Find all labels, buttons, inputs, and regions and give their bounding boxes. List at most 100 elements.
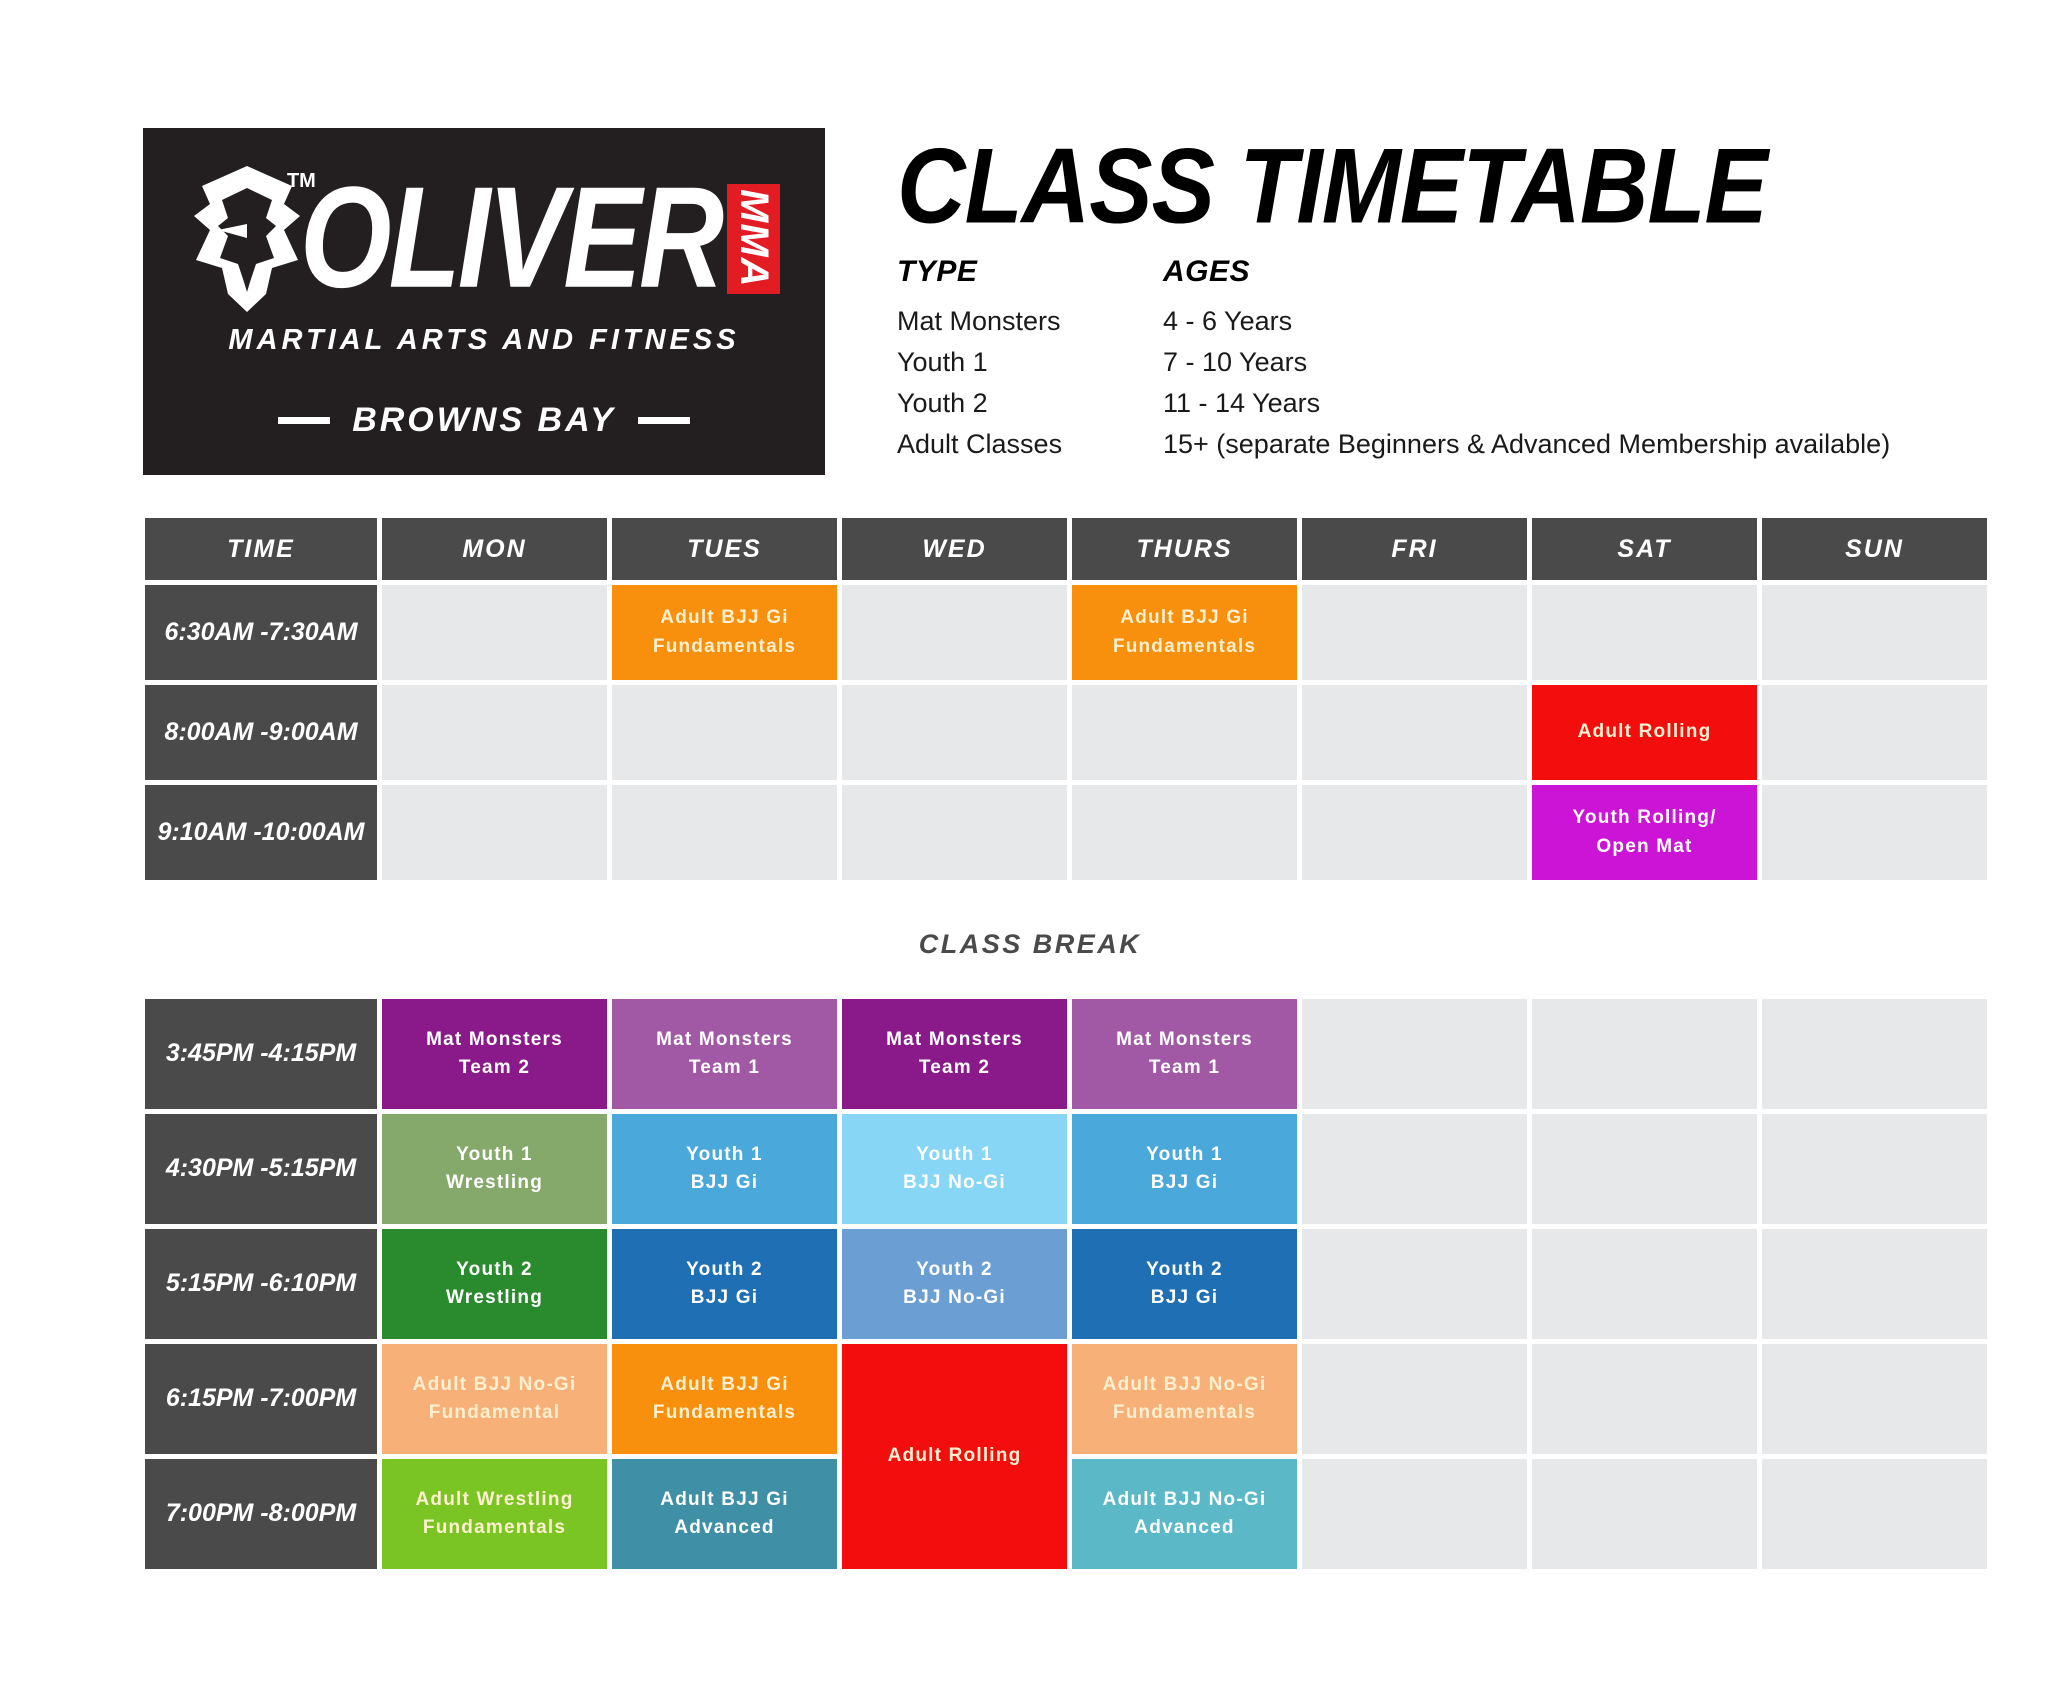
time-slot-label: 6:15PM -7:00PM: [145, 1344, 377, 1454]
class-slot[interactable]: Youth 2 BJJ Gi: [1072, 1229, 1297, 1339]
column-header-sun: SUN: [1762, 518, 1987, 580]
time-slot-label: 8:00AM -9:00AM: [145, 685, 377, 780]
table-row: 6:15PM -7:00PM Adult BJJ No-Gi Fundamental…: [145, 1344, 1987, 1569]
column-header-fri: FRI: [1302, 518, 1527, 580]
class-slot[interactable]: Adult BJJ Gi Advanced: [612, 1459, 837, 1569]
empty-slot: [1302, 1459, 1527, 1569]
empty-slot: [1762, 1114, 1987, 1224]
empty-slot: [1762, 1344, 1987, 1454]
table-row: 5:15PM -6:10PM Youth 2 Wrestling Youth 2 BJJ…: [145, 1229, 1987, 1339]
time-slot-label: 5:15PM -6:10PM: [145, 1229, 377, 1339]
empty-slot: [1532, 1114, 1757, 1224]
legend-type-heading: TYPE: [897, 255, 978, 288]
legend-type-2: Youth 2: [897, 388, 988, 419]
class-slot[interactable]: Adult BJJ No-Gi Fundamentals: [1072, 1344, 1297, 1454]
class-slot[interactable]: Youth 1 BJJ Gi: [1072, 1114, 1297, 1224]
empty-slot: [1532, 1459, 1757, 1569]
empty-slot: [1762, 1459, 1987, 1569]
brand-logo: TM OLIVER MMA MARTIAL ARTS AND FITNESS B…: [143, 128, 825, 475]
empty-slot: [1302, 999, 1527, 1109]
class-slot[interactable]: Youth 1 Wrestling: [382, 1114, 607, 1224]
class-slot[interactable]: Youth 2 BJJ Gi: [612, 1229, 837, 1339]
class-slot[interactable]: Youth 2 Wrestling: [382, 1229, 607, 1339]
brand-tagline: MARTIAL ARTS AND FITNESS: [228, 323, 740, 356]
legend-ages-1: 7 - 10 Years: [1163, 347, 1308, 378]
class-slot[interactable]: Adult Rolling: [842, 1344, 1067, 1569]
legend-type-0: Mat Monsters: [897, 306, 1061, 336]
page-title: CLASS TIMETABLE: [897, 127, 1768, 246]
class-break-label: CLASS BREAK: [918, 929, 1142, 959]
empty-slot: [612, 685, 837, 780]
trademark-symbol: TM: [286, 169, 316, 192]
class-slot[interactable]: Youth 1 BJJ No-Gi: [842, 1114, 1067, 1224]
empty-slot: [612, 785, 837, 880]
empty-slot: [1762, 999, 1987, 1109]
empty-slot: [1302, 585, 1527, 680]
class-slot[interactable]: Adult BJJ No-Gi Advanced: [1072, 1459, 1297, 1569]
empty-slot: [1532, 999, 1757, 1109]
empty-slot: [1302, 685, 1527, 780]
legend-ages-2: 11 - 14 Years: [1163, 388, 1321, 419]
class-slot[interactable]: Mat Monsters Team 2: [842, 999, 1067, 1109]
divider-left: [278, 416, 331, 424]
legend-ages-column: AGES 4 - 6 Years 7 - 10 Years 11 - 14 Year…: [1163, 255, 1890, 465]
empty-slot: [382, 585, 607, 680]
table-row: 9:10AM -10:00AM Youth Rolling/Open Mat: [145, 785, 1987, 880]
table-header-row: TIME MON TUES WED THURS FRI SAT SUN: [145, 518, 1987, 580]
legend-ages-heading: AGES: [1163, 255, 1251, 288]
empty-slot: [1532, 1229, 1757, 1339]
class-slot[interactable]: Adult Wrestling Fundamentals: [382, 1459, 607, 1569]
class-slot[interactable]: Youth 1 BJJ Gi: [612, 1114, 837, 1224]
page-header: TM OLIVER MMA MARTIAL ARTS AND FITNESS B…: [0, 0, 2048, 475]
time-slot-label: 7:00PM -8:00PM: [145, 1459, 377, 1569]
mma-badge: MMA: [727, 183, 781, 294]
class-slot[interactable]: Mat Monsters Team 1: [1072, 999, 1297, 1109]
branch-name: BROWNS BAY: [352, 400, 616, 439]
column-header-wed: WED: [842, 518, 1067, 580]
class-slot[interactable]: Mat Monsters Team 2: [382, 999, 607, 1109]
header-text-block: CLASS TIMETABLE TYPE Mat Monsters Youth 1…: [897, 128, 1890, 465]
afternoon-schedule-table: 3:45PM -4:15PM Mat Monsters Team 2 Mat Mons…: [140, 994, 1992, 1574]
empty-slot: [382, 685, 607, 780]
legend-ages-3: 15+ (separate Beginners & Advanced Membe…: [1163, 429, 1891, 460]
class-slot[interactable]: Youth 2 BJJ No-Gi: [842, 1229, 1067, 1339]
class-slot[interactable]: Mat Monsters Team 1: [612, 999, 837, 1109]
legend-type-3: Adult Classes: [897, 429, 1063, 460]
time-slot-label: 4:30PM -5:15PM: [145, 1114, 377, 1224]
legend-ages-0: 4 - 6 Years: [1163, 306, 1293, 336]
column-header-thurs: THURS: [1072, 518, 1297, 580]
empty-slot: [1302, 1229, 1527, 1339]
empty-slot: [1072, 785, 1297, 880]
empty-slot: [1302, 785, 1527, 880]
legend-type-column: TYPE Mat Monsters Youth 1 Youth 2 Adult Cla…: [897, 255, 1163, 465]
divider-right: [637, 416, 690, 424]
column-header-mon: MON: [382, 518, 607, 580]
empty-slot: [1302, 1114, 1527, 1224]
brand-name: OLIVER: [299, 157, 724, 319]
table-row: 4:30PM -5:15PM Youth 1 Wrestling Youth 1 BJJ…: [145, 1114, 1987, 1224]
morning-schedule-table: TIME MON TUES WED THURS FRI SAT SUN 6:30AM -7:3…: [140, 513, 1992, 885]
time-slot-label: 3:45PM -4:15PM: [145, 999, 377, 1109]
empty-slot: [1762, 685, 1987, 780]
empty-slot: [1302, 1344, 1527, 1454]
empty-slot: [1072, 685, 1297, 780]
class-slot[interactable]: Adult BJJ Gi Fundamentals: [612, 585, 837, 680]
empty-slot: [1532, 585, 1757, 680]
column-header-sat: SAT: [1532, 518, 1757, 580]
brand-branch-row: BROWNS BAY: [278, 401, 690, 440]
table-row: 8:00AM -9:00AM Adult Rolling: [145, 685, 1987, 780]
shield-icon: TM: [188, 164, 316, 314]
class-slot[interactable]: Adult BJJ Gi Fundamentals: [612, 1344, 837, 1454]
table-row: 7:00PM -8:00PM Adult Wrestling Fundamental…: [145, 1459, 1987, 1569]
legend-type-1: Youth 1: [897, 347, 988, 378]
class-slot[interactable]: Adult BJJ Gi Fundamentals: [1072, 585, 1297, 680]
class-slot[interactable]: Adult BJJ No-Gi Fundamental: [382, 1344, 607, 1454]
time-slot-label: 9:10AM -10:00AM: [145, 785, 377, 880]
class-slot[interactable]: Youth Rolling/Open Mat: [1532, 785, 1757, 880]
class-slot[interactable]: Adult Rolling: [1532, 685, 1757, 780]
empty-slot: [1532, 1344, 1757, 1454]
table-row: 6:30AM -7:30AM Adult BJJ Gi Fundamentals Ad…: [145, 585, 1987, 680]
legend: TYPE Mat Monsters Youth 1 Youth 2 Adult Cla…: [897, 255, 1890, 465]
empty-slot: [382, 785, 607, 880]
